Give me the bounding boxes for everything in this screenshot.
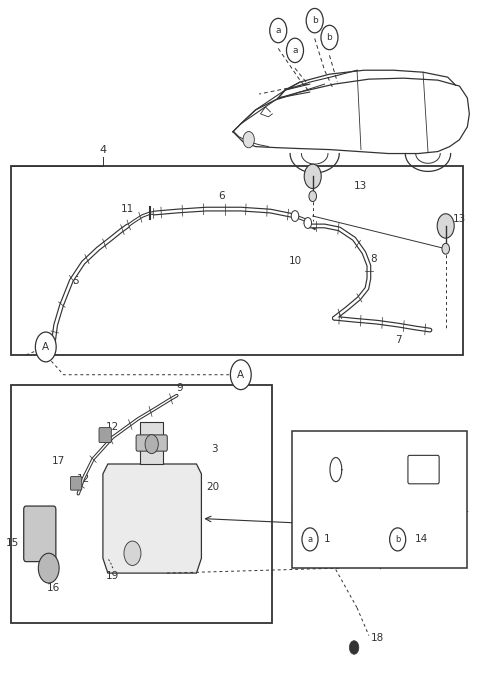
Text: 3: 3 [211, 444, 218, 454]
Circle shape [321, 25, 338, 50]
FancyBboxPatch shape [99, 428, 111, 443]
FancyBboxPatch shape [140, 422, 163, 464]
Circle shape [287, 38, 303, 63]
Text: 13: 13 [453, 214, 466, 224]
Polygon shape [103, 464, 202, 573]
Text: A: A [237, 370, 244, 380]
Text: b: b [312, 16, 318, 25]
Text: 8: 8 [371, 253, 377, 264]
Text: 16: 16 [47, 583, 60, 593]
Text: 15: 15 [6, 538, 19, 548]
Text: 5: 5 [72, 275, 79, 285]
Text: 20: 20 [206, 482, 219, 492]
Text: 17: 17 [52, 456, 65, 466]
Circle shape [349, 641, 359, 654]
Circle shape [390, 528, 406, 551]
Circle shape [437, 214, 454, 238]
Circle shape [309, 191, 316, 201]
Text: a: a [307, 535, 312, 544]
Circle shape [124, 541, 141, 566]
Text: 19: 19 [106, 571, 120, 581]
Text: 13: 13 [354, 181, 367, 191]
Text: 2: 2 [320, 516, 326, 525]
Text: 12: 12 [106, 422, 120, 432]
Text: 18: 18 [371, 632, 384, 643]
Text: b: b [326, 33, 332, 42]
Circle shape [291, 210, 299, 221]
Text: 11: 11 [121, 204, 134, 214]
Text: 6: 6 [218, 191, 225, 201]
FancyBboxPatch shape [71, 477, 82, 490]
Circle shape [38, 553, 59, 583]
Circle shape [306, 8, 323, 33]
Text: 7: 7 [395, 335, 402, 345]
Circle shape [36, 332, 56, 362]
Text: a: a [292, 46, 298, 55]
Text: A: A [42, 342, 49, 352]
Circle shape [304, 164, 321, 189]
Circle shape [270, 18, 287, 43]
Circle shape [442, 243, 449, 254]
Circle shape [243, 132, 254, 148]
Text: 10: 10 [288, 255, 301, 266]
FancyBboxPatch shape [136, 435, 168, 451]
Text: a: a [276, 26, 281, 35]
Text: 4: 4 [99, 145, 107, 154]
Circle shape [145, 434, 158, 454]
Circle shape [302, 528, 318, 551]
Circle shape [304, 218, 312, 228]
Text: 12: 12 [77, 474, 90, 484]
Text: b: b [395, 535, 400, 544]
Text: 14: 14 [415, 534, 429, 544]
Circle shape [230, 360, 251, 389]
Text: 9: 9 [177, 382, 183, 393]
FancyBboxPatch shape [292, 431, 468, 568]
FancyBboxPatch shape [24, 506, 56, 561]
Text: 1: 1 [324, 534, 331, 544]
